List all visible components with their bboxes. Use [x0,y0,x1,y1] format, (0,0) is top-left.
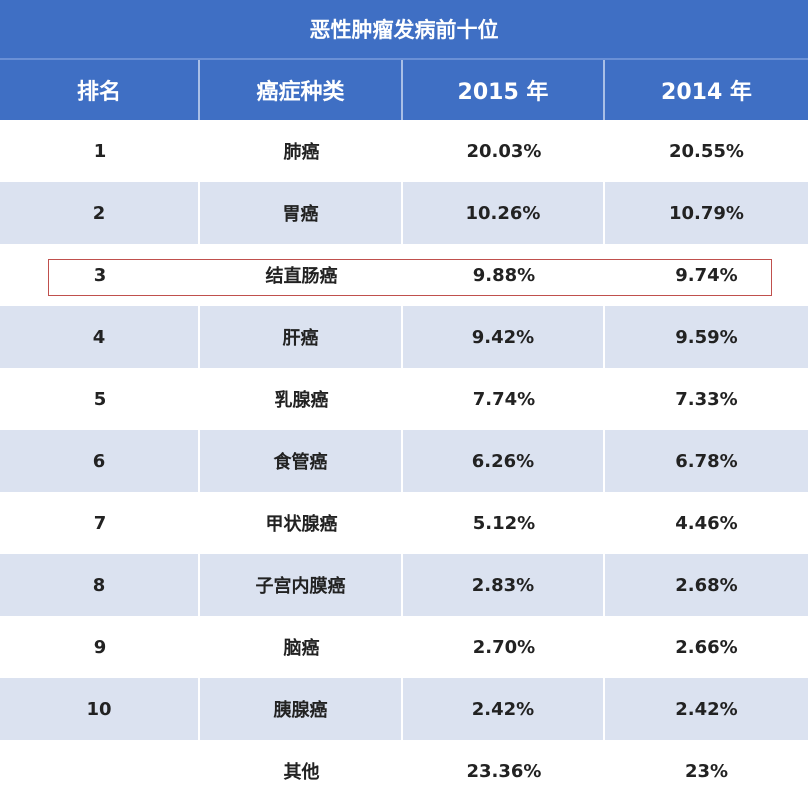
cell-cancer-type: 肝癌 [200,306,403,368]
title-divider [0,58,808,60]
cell-rank: 6 [0,430,200,492]
cell-2015: 2.70% [472,636,536,658]
cell-cancer-type: 甲状腺癌 [265,514,338,535]
table-row: 2 胃癌 10.26% 10.79% [0,182,808,244]
cell-rank: 7 [93,512,107,534]
cell-2014: 9.74% [675,264,738,286]
cell-2014: 20.55% [669,140,744,162]
cell-2014: 10.79% [669,202,744,224]
table-row: 7 甲状腺癌 5.12% 4.46% [0,492,808,554]
table-row: 1 肺癌 20.03% 20.55% [0,120,808,182]
cell-2014: 23% [684,760,729,782]
table-row: 8 子宫内膜癌 2.83% 2.68% [0,554,808,616]
cell-2015: 5.12% [472,512,536,534]
cell-cancer-type: 结直肠癌 [265,266,338,287]
cell-2015: 2.42% [403,678,605,740]
cell-2014: 7.33% [675,388,738,410]
table-title: 恶性肿瘤发病前十位 [0,0,808,58]
cell-2015: 10.26% [403,182,605,244]
header-rank: 排名 [0,60,200,120]
cell-rank: 9 [93,636,107,658]
cell-cancer-type: 胰腺癌 [200,678,403,740]
cell-rank: 1 [93,140,107,162]
cell-2015: 20.03% [466,140,542,162]
cell-rank: 2 [0,182,200,244]
cell-2015: 9.42% [403,306,605,368]
table-row: 6 食管癌 6.26% 6.78% [0,430,808,492]
cell-cancer-type: 子宫内膜癌 [200,554,403,616]
table-body: 1 肺癌 20.03% 20.55% 2 胃癌 10.26% 10.79% 3 结直肠癌 9.88%… [0,120,808,802]
table-row: 9 脑癌 2.70% 2.66% [0,616,808,678]
cell-rank: 4 [0,306,200,368]
cell-2015: 7.74% [472,388,536,410]
header-2014: 2014 年 [661,80,752,105]
cell-2015: 6.26% [403,430,605,492]
cell-cancer-type: 胃癌 [200,182,403,244]
cell-cancer-type: 食管癌 [200,430,403,492]
cell-rank: 5 [93,388,107,410]
cell-rank: 8 [0,554,200,616]
cell-2015: 9.88% [472,264,536,286]
cell-2015: 23.36% [466,760,542,782]
cell-2014: 2.68% [675,574,738,596]
cell-cancer-type: 乳腺癌 [274,390,329,411]
table-header: 排名 癌症种类 2015 年 2014 年 [0,60,808,120]
cell-cancer-type: 肺癌 [283,142,320,163]
table-row: 5 乳腺癌 7.74% 7.33% [0,368,808,430]
cell-rank: 10 [0,678,200,740]
cell-2014: 9.59% [675,326,738,348]
cell-2014: 4.46% [675,512,738,534]
cell-2014: 2.66% [675,636,738,658]
table-row: 10 胰腺癌 2.42% 2.42% [0,678,808,740]
cell-2015: 2.83% [403,554,605,616]
table-row: 其他 23.36% 23% [0,740,808,802]
cell-2014: 6.78% [675,450,738,472]
header-cancer-type: 癌症种类 [200,60,403,120]
cell-cancer-type: 其他 [283,762,320,783]
cell-rank: 3 [93,264,107,286]
cell-rank [0,740,200,802]
header-2015: 2015 年 [403,60,605,120]
table-row: 3 结直肠癌 9.88% 9.74% [0,244,808,306]
cell-cancer-type: 脑癌 [283,638,320,659]
table-row: 4 肝癌 9.42% 9.59% [0,306,808,368]
cell-2014: 2.42% [675,698,738,720]
